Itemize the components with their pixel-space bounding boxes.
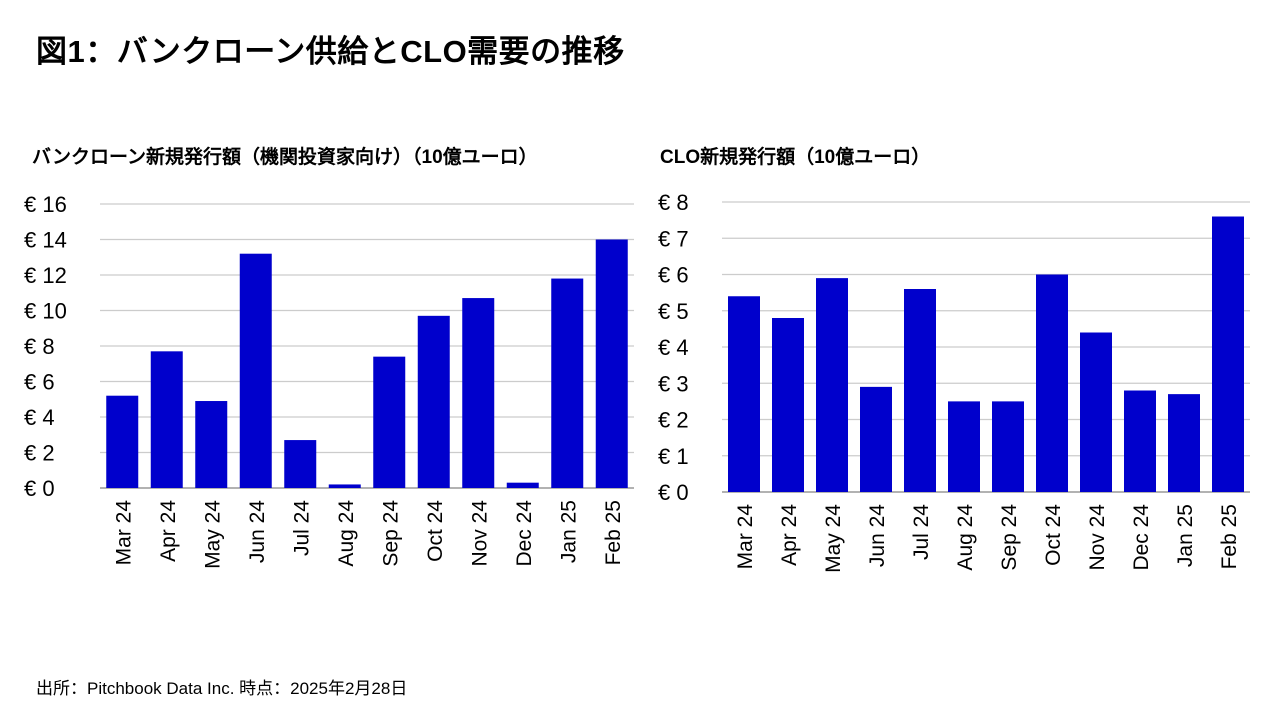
- bar: [506, 482, 539, 488]
- x-tick-label: Jun 24: [866, 504, 889, 567]
- x-tick-label: Nov 24: [1086, 504, 1109, 571]
- bar: [860, 386, 892, 492]
- bar: [948, 401, 980, 492]
- bar: [728, 296, 760, 492]
- y-tick-label: € 8: [658, 190, 689, 215]
- bar: [1080, 332, 1112, 492]
- x-tick-label: Apr 24: [157, 500, 180, 562]
- y-tick-label: € 0: [658, 480, 689, 505]
- x-tick-label: Jun 24: [246, 500, 269, 563]
- bar: [462, 298, 495, 488]
- y-tick-label: € 12: [24, 263, 67, 288]
- y-tick-label: € 2: [24, 441, 55, 466]
- x-tick-label: Nov 24: [468, 500, 491, 567]
- source-note: 出所：Pitchbook Data Inc. 時点：2025年2月28日: [36, 679, 408, 698]
- bar: [992, 401, 1024, 492]
- bar: [284, 440, 317, 488]
- x-tick-label: Mar 24: [734, 504, 757, 570]
- bar: [239, 253, 272, 488]
- clo-issuance-chart: € 0 € 1 € 2 € 3 € 4 € 5 € 6 € 7 € 8 Mar 24 Apr 24 M…: [658, 190, 1250, 573]
- x-tick-label: Aug 24: [335, 500, 358, 567]
- x-tick-label: Sep 24: [998, 504, 1021, 571]
- x-tick-label: Jul 24: [910, 504, 933, 560]
- y-tick-label: € 6: [24, 370, 55, 395]
- y-tick-label: € 0: [24, 476, 55, 501]
- x-tick-label: Mar 24: [112, 500, 135, 566]
- loan-chart-title: バンクローン新規発行額（機関投資家向け）（10億ユーロ）: [32, 147, 538, 168]
- bar: [772, 318, 804, 492]
- x-tick-label: Jan 25: [557, 500, 580, 563]
- y-tick-label: € 4: [658, 335, 689, 360]
- bar: [1212, 216, 1244, 492]
- y-tick-label: € 10: [24, 299, 67, 324]
- y-tick-label: € 2: [658, 408, 689, 433]
- y-tick-label: € 3: [658, 371, 689, 396]
- y-tick-label: € 1: [658, 444, 689, 469]
- x-tick-label: Sep 24: [379, 500, 402, 567]
- x-tick-label: Dec 24: [1130, 504, 1153, 571]
- y-tick-label: € 4: [24, 405, 55, 430]
- clo-chart-title: CLO新規発行額（10億ユーロ）: [660, 147, 931, 168]
- bar: [816, 278, 848, 492]
- bar: [551, 278, 584, 488]
- bar: [1124, 390, 1156, 492]
- x-tick-label: Apr 24: [778, 504, 801, 566]
- x-tick-label: May 24: [822, 504, 845, 573]
- x-tick-label: May 24: [201, 500, 224, 569]
- bar: [1036, 274, 1068, 492]
- bar: [1168, 394, 1200, 492]
- x-tick-label: Dec 24: [513, 500, 536, 567]
- page-title: 図1：バンクローン供給とCLO需要の推移: [36, 34, 625, 69]
- bar: [595, 239, 628, 488]
- x-tick-label: Jan 25: [1174, 504, 1197, 567]
- y-tick-label: € 16: [24, 192, 67, 217]
- bar: [328, 484, 361, 488]
- x-tick-label: Aug 24: [954, 504, 977, 571]
- x-tick-label: Feb 25: [602, 500, 625, 565]
- x-tick-label: Jul 24: [290, 500, 313, 556]
- bar: [904, 289, 936, 492]
- y-tick-label: € 14: [24, 228, 67, 253]
- y-tick-label: € 8: [24, 334, 55, 359]
- bar: [195, 401, 228, 488]
- y-tick-label: € 7: [658, 226, 689, 251]
- x-tick-label: Oct 24: [1042, 504, 1065, 566]
- x-tick-label: Oct 24: [424, 500, 447, 562]
- y-tick-label: € 5: [658, 299, 689, 324]
- y-tick-label: € 6: [658, 263, 689, 288]
- x-tick-label: Feb 25: [1218, 504, 1241, 569]
- bar: [106, 395, 139, 488]
- bar: [417, 315, 450, 488]
- loan-issuance-chart: € 0 € 2 € 4 € 6 € 8 € 10 € 12 € 14 € 16 Mar 24 Apr…: [24, 192, 634, 569]
- bar: [373, 356, 406, 488]
- bar: [150, 351, 183, 488]
